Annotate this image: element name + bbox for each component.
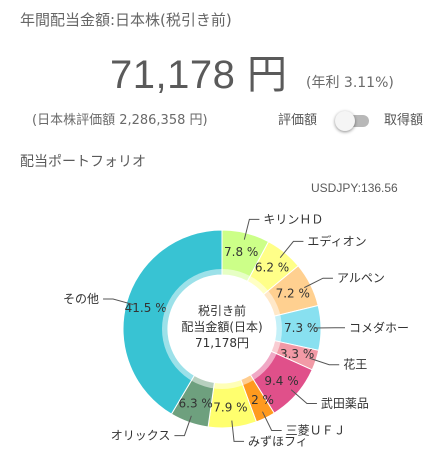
center-label-line: 71,178円 — [195, 336, 249, 350]
page-title: 年間配当金額:日本株(税引き前) — [20, 11, 232, 29]
slice-name-label: 三菱ＵＦＪ — [286, 423, 346, 437]
leader-line — [103, 298, 134, 306]
toggle-label-acquisition: 取得額 — [384, 113, 424, 128]
slice-percent-label: 7.3 % — [284, 321, 318, 335]
center-label-line: 税引き前 — [198, 303, 246, 318]
slice-percent-label: 9.4 % — [264, 374, 298, 388]
donut-center — [172, 279, 272, 379]
yield-rate: (年利 3.11%) — [306, 75, 394, 91]
slice-percent-label: 41.5 % — [125, 301, 167, 315]
slice-percent-label: 3.3 % — [280, 347, 314, 361]
valuation-basis-toggle[interactable] — [335, 109, 369, 131]
toggle-label-valuation: 評価額 — [278, 113, 318, 128]
total-dividend-amount: 71,178 円 — [110, 53, 288, 97]
slice-percent-label: 6.2 % — [255, 261, 289, 275]
fx-rate: USDJPY:136.56 — [311, 181, 398, 195]
leader-line — [304, 277, 333, 289]
slice-name-label: その他 — [63, 292, 99, 306]
slice-percent-label: 7.2 % — [276, 286, 310, 300]
valuation-amount: (日本株評価額 2,286,358 円) — [32, 113, 208, 128]
leader-line — [290, 389, 317, 405]
leader-line — [243, 218, 260, 240]
slice-percent-label: 7.9 % — [213, 401, 247, 415]
slice-percent-label: 6.3 % — [179, 397, 213, 411]
leader-line — [309, 357, 340, 366]
slice-name-label: コメダホー — [349, 320, 409, 335]
slice-name-label: エディオン — [307, 233, 366, 248]
slice-percent-label: 7.8 % — [224, 245, 258, 259]
slice-name-label: キリンＨＤ — [263, 212, 323, 226]
slice-name-label: 花王 — [343, 357, 367, 372]
leader-line — [279, 240, 304, 258]
leader-line — [262, 411, 282, 431]
leader-line — [231, 420, 245, 442]
slice-name-label: 武田薬品 — [321, 397, 369, 411]
leader-line — [174, 415, 192, 437]
slice-name-label: みずほフィ — [248, 434, 308, 448]
slice-name-label: アルペン — [337, 271, 385, 285]
toggle-thumb — [335, 111, 355, 131]
center-label-line: 配当金額(日本) — [181, 319, 262, 334]
section-title: 配当ポートフォリオ — [20, 154, 146, 170]
slice-name-label: オリックス — [111, 429, 171, 443]
